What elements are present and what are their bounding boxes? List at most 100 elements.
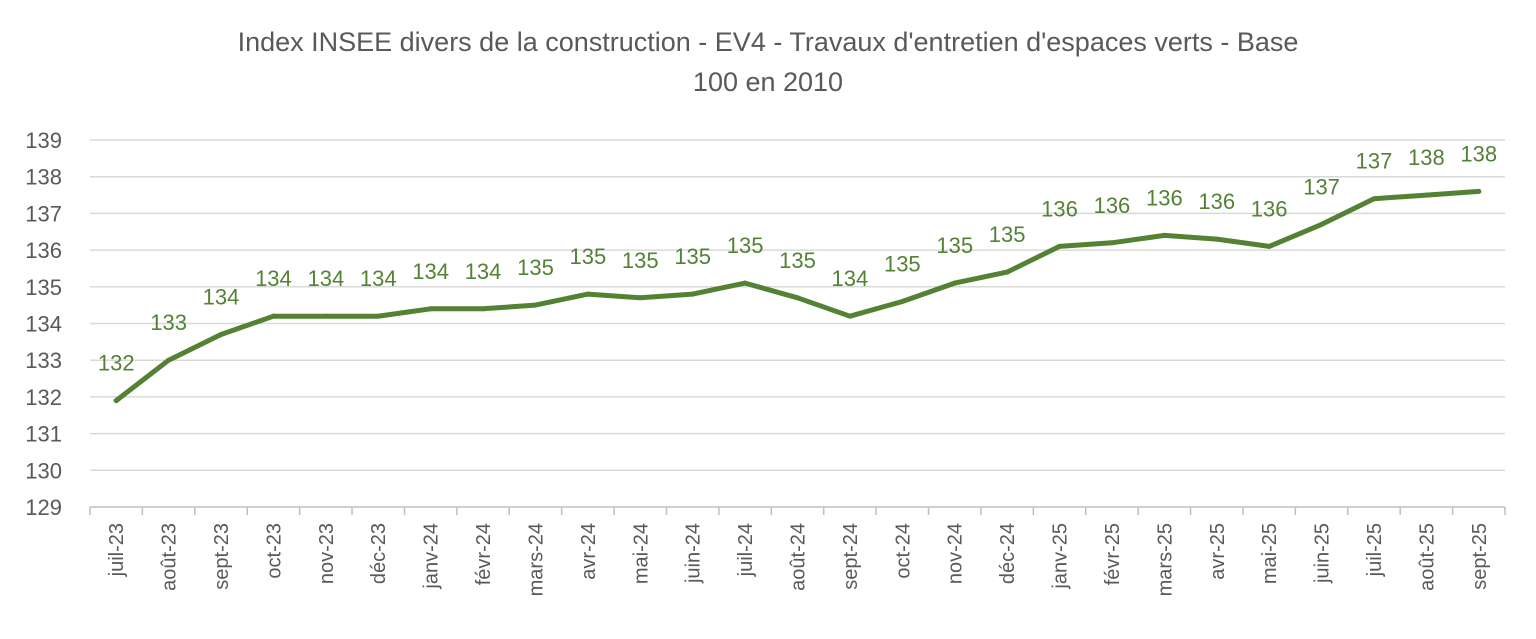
x-tick-label: sept-25 (1469, 523, 1491, 590)
data-point (1161, 232, 1167, 238)
chart-title: Index INSEE divers de la construction - … (0, 22, 1536, 102)
data-label: 137 (1356, 149, 1393, 174)
data-label: 136 (1094, 193, 1131, 218)
y-axis-tick-labels: 129 130 131 132 133 134 135 136 137 138 139 (25, 128, 62, 520)
data-point (585, 291, 591, 297)
data-point (847, 313, 853, 319)
data-point (1109, 240, 1115, 246)
x-tick-label: avr-24 (578, 523, 600, 580)
data-label: 134 (255, 266, 292, 291)
data-point (1371, 196, 1377, 202)
series-line-group (113, 188, 1482, 404)
y-tick-label: 138 (25, 165, 62, 190)
x-tick-label: août-25 (1416, 523, 1438, 591)
y-tick-label: 130 (25, 458, 62, 483)
x-tick-label: oct-23 (263, 523, 285, 579)
gridlines (90, 139, 1505, 472)
data-label: 137 (1303, 174, 1340, 199)
y-tick-label: 129 (25, 495, 62, 520)
x-tick-label: juin-25 (1312, 523, 1334, 584)
chart-title-line-1: Index INSEE divers de la construction - … (237, 27, 1299, 57)
x-tick-label: mars-25 (1154, 523, 1176, 596)
data-label: 135 (517, 255, 554, 280)
data-label: 135 (570, 244, 607, 269)
data-point (690, 291, 696, 297)
data-point (1057, 243, 1063, 249)
data-point (428, 306, 434, 312)
y-tick-label: 134 (25, 312, 62, 337)
y-tick-label: 133 (25, 348, 62, 373)
data-point (1214, 236, 1220, 242)
data-label: 135 (884, 251, 921, 276)
data-label: 135 (779, 248, 816, 273)
x-tick-label: avr-25 (1207, 523, 1229, 580)
data-label: 135 (936, 233, 973, 258)
x-tick-label: déc-23 (368, 523, 390, 584)
data-label: 135 (674, 244, 711, 269)
data-label: 134 (360, 266, 397, 291)
x-tick-label: sept-23 (211, 523, 233, 590)
data-label: 138 (1460, 141, 1497, 166)
data-label: 136 (1146, 185, 1183, 210)
data-point (637, 295, 643, 301)
data-point (1266, 243, 1272, 249)
data-point (952, 280, 958, 286)
data-point (1423, 192, 1429, 198)
data-point (795, 295, 800, 301)
data-point (323, 313, 329, 319)
x-tick-label: nov-24 (945, 523, 967, 584)
data-point (1004, 269, 1010, 275)
data-label: 136 (1198, 189, 1235, 214)
data-point (742, 280, 748, 286)
data-point (375, 313, 381, 319)
data-point (480, 306, 486, 312)
data-label: 133 (150, 310, 187, 335)
x-tick-label: août-24 (788, 523, 810, 591)
x-tick-label: août-23 (159, 523, 181, 591)
x-tick-label: déc-24 (997, 523, 1019, 584)
x-tick-label: mars-24 (525, 523, 547, 596)
data-label: 134 (412, 259, 449, 284)
data-point (270, 313, 276, 319)
data-point (166, 357, 172, 363)
y-tick-label: 131 (25, 422, 62, 447)
data-label: 136 (1251, 196, 1288, 221)
data-label: 135 (727, 233, 764, 258)
data-label: 134 (307, 266, 344, 291)
x-tick-label: juil-23 (106, 523, 128, 577)
data-label: 134 (832, 266, 869, 291)
x-tick-label: sept-24 (840, 523, 862, 590)
data-point (532, 302, 538, 308)
data-label: 136 (1041, 196, 1078, 221)
y-tick-label: 132 (25, 385, 62, 410)
x-axis-tick-labels: juil-23 août-23 sept-23 oct-23 nov-23 déc-23 j… (106, 523, 1491, 596)
data-labels: 132 133 134 134 134 134 134 134 135 135 135 135 135 1… (98, 141, 1497, 375)
x-tick-label: mai-24 (630, 523, 652, 584)
data-point (113, 398, 119, 404)
x-tick-label: juil-24 (735, 523, 757, 577)
x-tick-label: nov-23 (316, 523, 338, 584)
y-tick-label: 137 (25, 201, 62, 226)
data-label: 135 (622, 248, 659, 273)
x-tick-label: févr-25 (1102, 523, 1124, 585)
x-axis (89, 506, 1506, 515)
x-tick-label: oct-24 (892, 523, 914, 579)
data-label: 138 (1408, 145, 1445, 170)
data-label: 134 (465, 259, 502, 284)
data-point (1476, 188, 1482, 194)
data-label: 135 (989, 222, 1026, 247)
data-label: 134 (203, 285, 240, 310)
x-tick-label: mai-25 (1259, 523, 1281, 584)
x-tick-label: juil-25 (1364, 523, 1386, 577)
data-point (1319, 221, 1325, 227)
y-tick-label: 139 (25, 128, 62, 153)
data-point (899, 298, 905, 304)
chart-title-line-2: 100 en 2010 (692, 67, 844, 97)
data-label: 132 (98, 351, 135, 376)
x-tick-label: févr-24 (473, 523, 495, 585)
x-tick-label: janv-24 (421, 523, 443, 590)
x-tick-label: janv-25 (1050, 523, 1072, 590)
y-tick-label: 135 (25, 275, 62, 300)
data-point (218, 332, 224, 338)
